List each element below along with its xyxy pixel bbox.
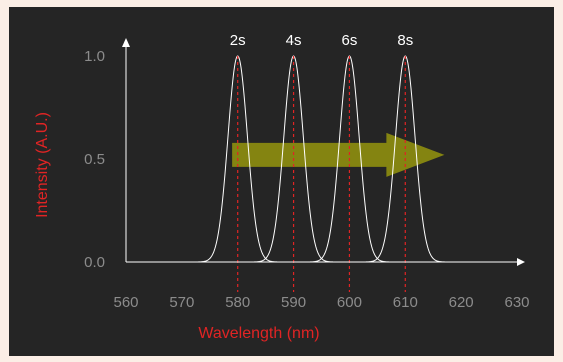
y-tick-label: 0.5 bbox=[84, 151, 105, 168]
x-tick-label: 630 bbox=[504, 294, 529, 311]
x-tick-label: 580 bbox=[225, 294, 250, 311]
peak-label: 6s bbox=[342, 32, 358, 49]
y-axis-title: Intensity (A.U.) bbox=[34, 112, 51, 218]
y-tick-label: 1.0 bbox=[84, 48, 105, 65]
peak-label: 2s bbox=[230, 32, 246, 49]
peak-label: 4s bbox=[286, 32, 302, 49]
x-tick-label: 590 bbox=[281, 294, 306, 311]
x-axis-arrowhead bbox=[517, 258, 525, 266]
y-axis-arrowhead bbox=[122, 38, 130, 47]
chart-panel: 560 570 580 590 600 610 620 630 0.0 0.5 1.0 2s 4s 6s… bbox=[9, 7, 554, 356]
x-tick-label: 620 bbox=[449, 294, 474, 311]
x-tick-label: 570 bbox=[169, 294, 194, 311]
x-tick-label: 560 bbox=[113, 294, 138, 311]
y-tick-label: 0.0 bbox=[84, 254, 105, 271]
peak-label: 8s bbox=[397, 32, 413, 49]
x-axis-title: Wavelength (nm) bbox=[198, 325, 319, 342]
x-tick-label: 600 bbox=[337, 294, 362, 311]
spectrum-chart: 560 570 580 590 600 610 620 630 0.0 0.5 1.0 2s 4s 6s… bbox=[34, 32, 530, 342]
x-tick-label: 610 bbox=[393, 294, 418, 311]
